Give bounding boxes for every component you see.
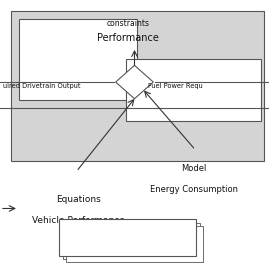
Text: Performance: Performance [97, 33, 159, 43]
Bar [19, 19, 137, 100]
Text: Equations: Equations [56, 194, 100, 204]
Text: constraints: constraints [106, 19, 149, 28]
Text: Model: Model [181, 164, 206, 173]
Bar [66, 226, 203, 262]
Bar [11, 11, 264, 161]
Text: uired Drivetrain Output: uired Drivetrain Output [3, 83, 80, 89]
Bar [63, 223, 200, 259]
Text: Fuel Power Requ: Fuel Power Requ [148, 83, 203, 89]
Polygon shape [116, 65, 153, 99]
Bar [126, 59, 261, 121]
Text: Vehicle Performance: Vehicle Performance [31, 216, 125, 225]
Text: Energy Consumption: Energy Consumption [150, 185, 238, 194]
Bar [59, 219, 196, 256]
